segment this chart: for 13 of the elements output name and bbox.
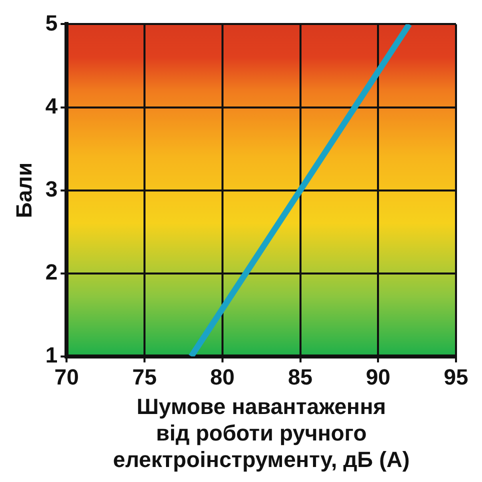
- x-tick-label: 70: [54, 364, 79, 390]
- y-tick-label: 3: [45, 176, 58, 202]
- y-tick-label: 5: [45, 10, 58, 36]
- x-axis-title: Шумове навантаження від роботи ручного електроінструменту, дБ (А): [112, 394, 410, 472]
- x-tick-label: 75: [132, 364, 157, 390]
- x-tick-label: 95: [444, 364, 468, 390]
- x-tick-label: 90: [366, 364, 390, 390]
- y-tick-label: 2: [45, 259, 58, 284]
- y-tick-label: 1: [45, 342, 58, 368]
- x-tick-label: 80: [210, 364, 235, 390]
- y-axis-title: Бали: [11, 162, 36, 218]
- x-tick-label: 85: [288, 364, 312, 390]
- y-tick-label: 4: [45, 93, 58, 118]
